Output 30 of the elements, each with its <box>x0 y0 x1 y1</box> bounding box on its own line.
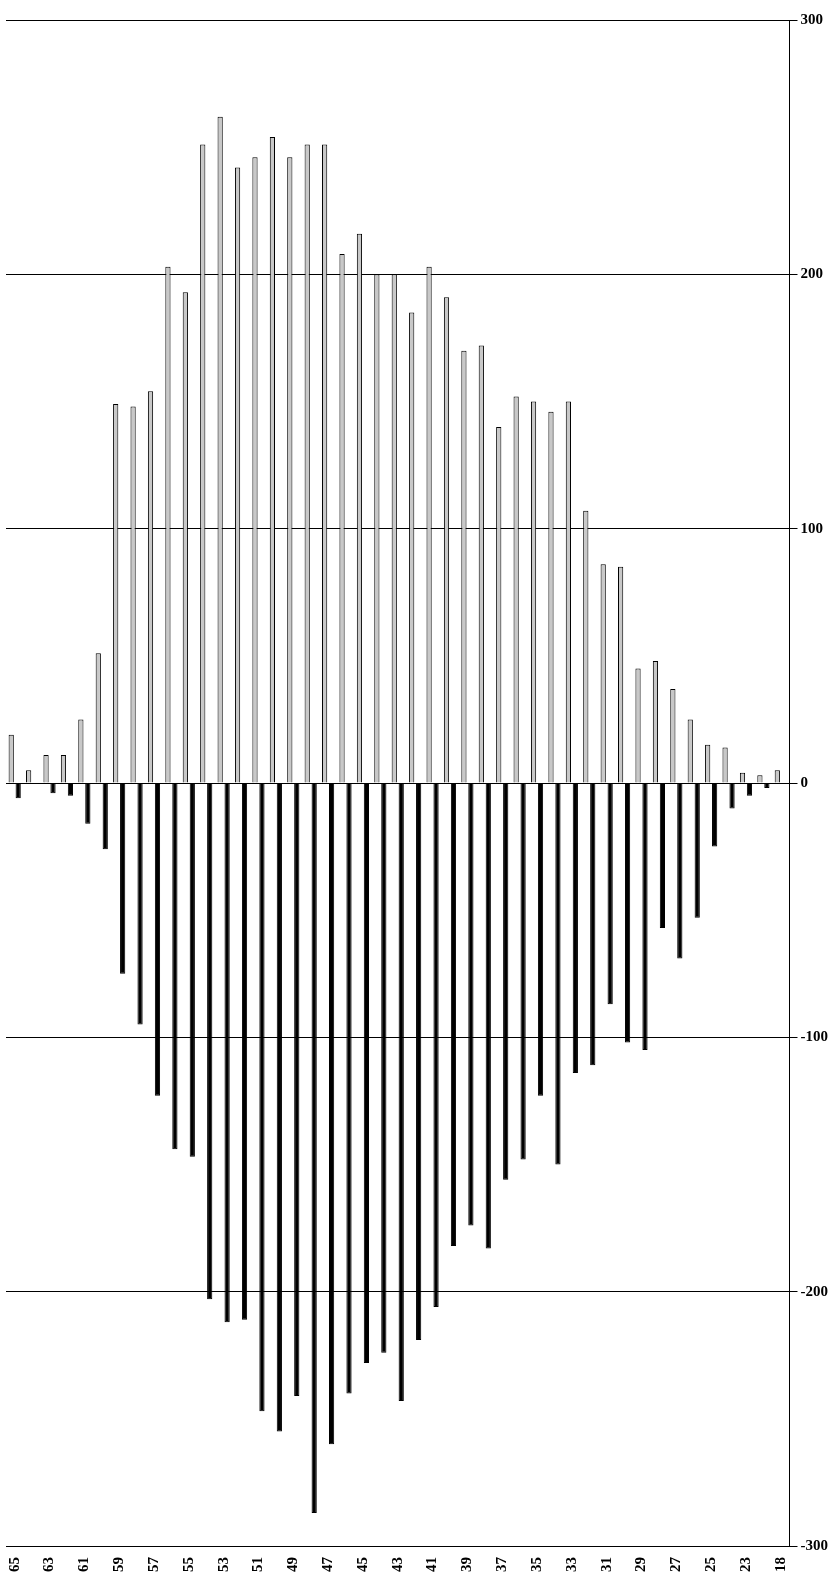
y-tick-label: 100 <box>800 519 823 536</box>
x-tick-label: 25 <box>702 1557 719 1572</box>
x-tick-label: 33 <box>562 1557 579 1572</box>
x-tick-label: 18 <box>771 1557 788 1572</box>
x-tick-label: 63 <box>40 1557 57 1572</box>
x-tick-label: 61 <box>75 1557 92 1572</box>
x-tick-label: 39 <box>458 1557 475 1572</box>
x-tick-label: 45 <box>353 1557 370 1572</box>
x-tick-label: 65 <box>5 1557 22 1572</box>
x-tick-label: 49 <box>284 1557 301 1572</box>
x-tick-label: 23 <box>736 1557 753 1572</box>
y-tick-label: -200 <box>800 1282 828 1299</box>
x-tick-label: 35 <box>527 1557 544 1572</box>
x-tick-label: 51 <box>249 1557 266 1572</box>
y-tick-label: 0 <box>800 773 808 790</box>
x-tick-label: 37 <box>493 1556 510 1572</box>
x-tick-label: 53 <box>214 1557 231 1572</box>
x-tick-label: 27 <box>667 1556 684 1572</box>
y-tick-label: -300 <box>800 1536 828 1553</box>
y-tick-label: 300 <box>800 10 823 27</box>
x-tick-label: 57 <box>144 1556 161 1572</box>
y-tick-label: -100 <box>800 1028 828 1045</box>
x-tick-label: 29 <box>632 1557 649 1572</box>
x-tick-label: 59 <box>110 1557 127 1572</box>
x-tick-label: 47 <box>318 1556 335 1572</box>
x-tick-label: 55 <box>179 1557 196 1572</box>
x-tick-label: 43 <box>388 1557 405 1572</box>
x-tick-label: 41 <box>423 1557 440 1572</box>
x-tick-label: 31 <box>597 1557 614 1572</box>
y-tick-label: 200 <box>800 265 823 282</box>
